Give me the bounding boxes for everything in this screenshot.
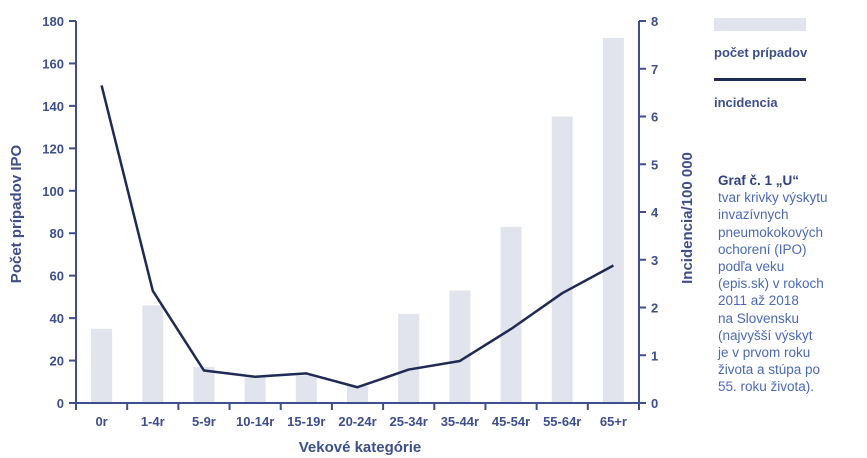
y2-axis-title: Incidencia/100 000 <box>679 152 696 284</box>
y2-tick-label: 1 <box>651 348 658 363</box>
bar-10-14r <box>244 377 266 403</box>
x-tick-label: 10-14r <box>236 414 274 429</box>
y-tick-label: 100 <box>42 184 64 199</box>
y-tick-label: 0 <box>57 396 64 411</box>
caption-line: tvar krivky výskytu <box>718 190 828 206</box>
caption-line: 2011 až 2018 <box>718 293 799 309</box>
y2-tick-label: 0 <box>651 396 658 411</box>
x-tick-label: 0r <box>95 414 107 429</box>
incidence-line <box>100 85 615 389</box>
legend-label-incidence: incidencia <box>714 95 778 110</box>
y2-tick-label: 2 <box>651 301 658 316</box>
legend-bar-swatch <box>714 18 806 31</box>
y-tick-label: 80 <box>50 226 64 241</box>
x-tick-label: 5-9r <box>192 414 216 429</box>
bar-0r <box>91 328 113 403</box>
caption-line: 55. roku života). <box>718 379 815 395</box>
x-axis-title: Vekové kategórie <box>299 439 422 456</box>
y-tick-label: 40 <box>50 311 64 326</box>
y2-tick-label: 7 <box>651 62 658 77</box>
y-tick-label: 180 <box>42 14 64 29</box>
x-tick-label: 55-64r <box>543 414 581 429</box>
x-tick-label: 45-54r <box>492 414 530 429</box>
legend-line-swatch <box>714 78 806 81</box>
y-tick-label: 120 <box>42 141 64 156</box>
caption-line: invazívnych <box>718 207 789 223</box>
y2-tick-label: 4 <box>651 205 659 220</box>
y-tick-label: 20 <box>50 354 64 369</box>
x-tick-label: 1-4r <box>141 414 165 429</box>
bar-45-54r <box>500 226 522 403</box>
caption-line: (epis.sk) v rokoch <box>718 276 824 292</box>
caption-line: je v prvom roku <box>718 345 811 361</box>
bar-1-4r <box>142 305 164 403</box>
x-tick-label: 20-24r <box>338 414 376 429</box>
bar-25-34r <box>398 313 420 403</box>
caption-line: pneumokokových <box>718 224 824 240</box>
bars-group <box>91 37 624 403</box>
caption-line: (najvyšší výskyt <box>718 327 813 343</box>
caption-line: života a stúpa po <box>718 362 821 378</box>
y2-tick-label: 6 <box>651 110 658 125</box>
caption-line: na Slovensku <box>718 310 800 326</box>
legend-label-cases: počet prípadov <box>714 45 808 60</box>
bar-35-44r <box>449 290 471 403</box>
bar-5-9r <box>193 366 215 403</box>
ticks-group: 0 20 40 60 80 100 120 140 160 180 0 1 2 3 4 5 6 7 8 0r 1-4r 5… <box>42 14 659 429</box>
caption-body: tvar krivky výskytu invazívnych pneumokoko… <box>718 189 867 395</box>
y2-tick-label: 3 <box>651 253 658 268</box>
y-tick-label: 140 <box>42 99 64 114</box>
legend: počet prípadov incidencia <box>714 14 854 110</box>
bar-15-19r <box>295 375 317 403</box>
y2-tick-label: 5 <box>651 157 658 172</box>
x-tick-label: 65+r <box>600 414 627 429</box>
x-tick-label: 35-44r <box>441 414 479 429</box>
caption-line: podľa veku <box>718 259 785 275</box>
y-tick-label: 160 <box>42 56 64 71</box>
chart-caption: Graf č. 1 „U“ tvar krivky výskytu invazív… <box>718 172 867 396</box>
bar-20-24r <box>347 386 368 403</box>
bar-65+r <box>602 37 624 403</box>
y-axis-title: Počet prípadov IPO <box>8 144 25 283</box>
x-tick-label: 15-19r <box>287 414 325 429</box>
caption-title: Graf č. 1 „U“ <box>718 173 800 188</box>
y-tick-label: 60 <box>50 269 64 284</box>
caption-line: ochorení (IPO) <box>718 241 807 257</box>
x-tick-label: 25-34r <box>390 414 428 429</box>
bar-55-64r <box>551 116 573 403</box>
y2-tick-label: 8 <box>651 14 658 29</box>
